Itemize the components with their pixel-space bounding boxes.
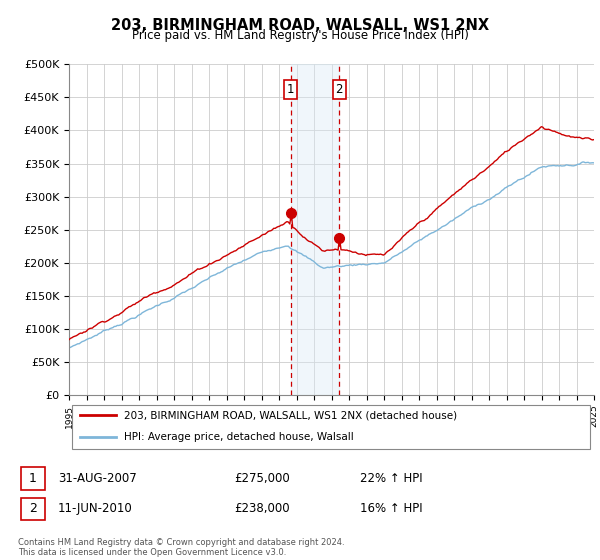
Text: 16% ↑ HPI: 16% ↑ HPI	[360, 502, 422, 515]
Text: 1: 1	[287, 83, 295, 96]
Text: 11-JUN-2010: 11-JUN-2010	[58, 502, 133, 515]
Text: HPI: Average price, detached house, Walsall: HPI: Average price, detached house, Wals…	[124, 432, 354, 442]
FancyBboxPatch shape	[21, 467, 45, 490]
Text: 22% ↑ HPI: 22% ↑ HPI	[360, 472, 422, 485]
FancyBboxPatch shape	[71, 405, 590, 449]
Text: 2: 2	[335, 83, 343, 96]
Text: Contains HM Land Registry data © Crown copyright and database right 2024.
This d: Contains HM Land Registry data © Crown c…	[18, 538, 344, 557]
Text: £238,000: £238,000	[235, 502, 290, 515]
Text: £275,000: £275,000	[235, 472, 290, 485]
Text: 1: 1	[29, 472, 37, 485]
Text: 2: 2	[29, 502, 37, 515]
Text: 31-AUG-2007: 31-AUG-2007	[58, 472, 137, 485]
Bar	[291, 64, 340, 395]
FancyBboxPatch shape	[21, 497, 45, 520]
Text: 203, BIRMINGHAM ROAD, WALSALL, WS1 2NX (detached house): 203, BIRMINGHAM ROAD, WALSALL, WS1 2NX (…	[124, 410, 457, 420]
Text: 203, BIRMINGHAM ROAD, WALSALL, WS1 2NX: 203, BIRMINGHAM ROAD, WALSALL, WS1 2NX	[111, 18, 489, 33]
Text: Price paid vs. HM Land Registry's House Price Index (HPI): Price paid vs. HM Land Registry's House …	[131, 29, 469, 42]
